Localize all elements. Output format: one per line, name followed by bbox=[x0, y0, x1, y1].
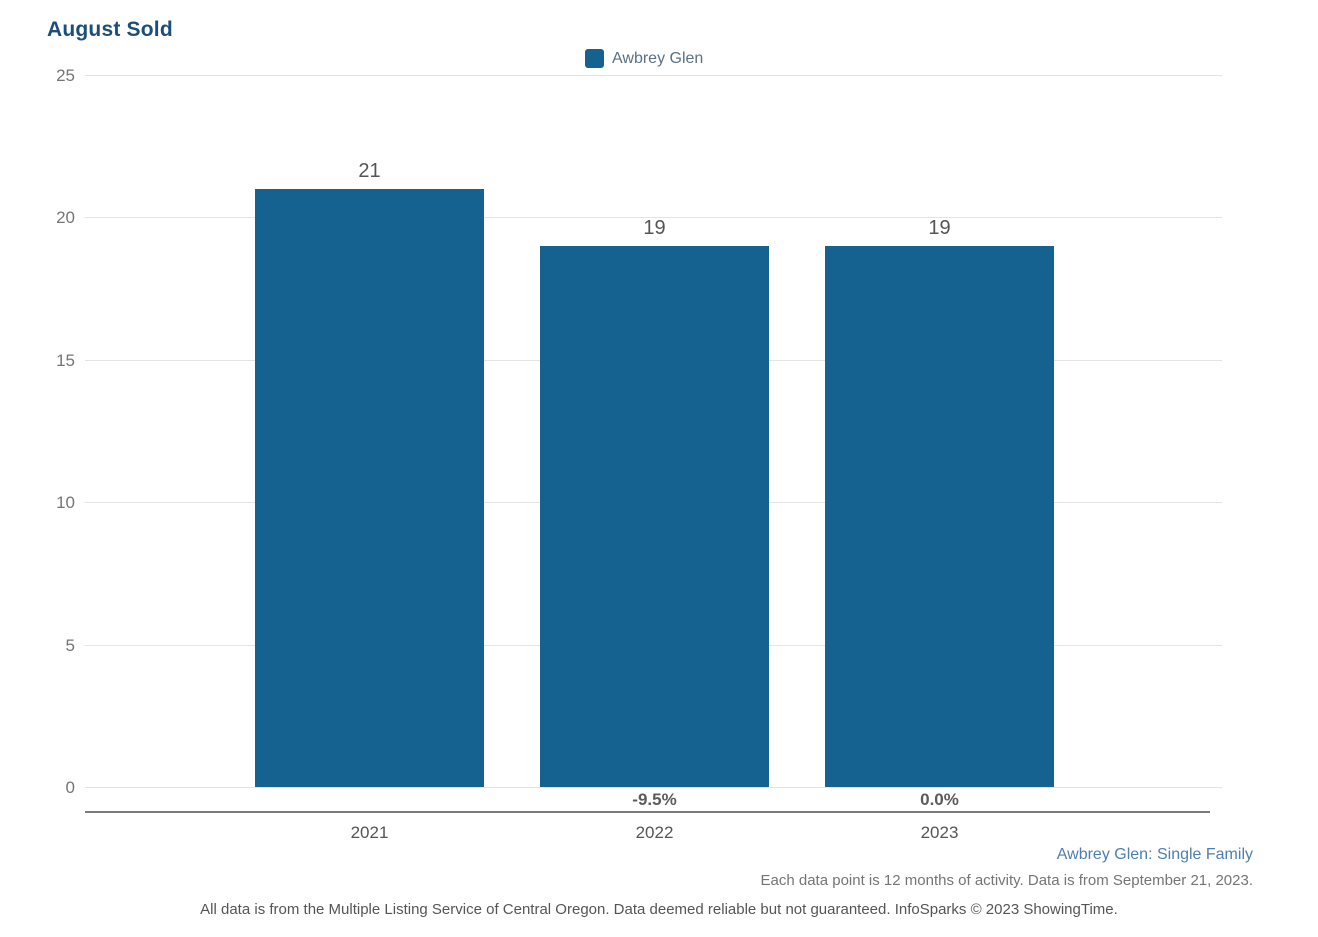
y-axis-tick-label: 10 bbox=[56, 493, 75, 513]
bar-value-label-2022: 19 bbox=[643, 216, 666, 239]
disclaimer-note: All data is from the Multiple Listing Se… bbox=[200, 901, 1118, 918]
series-note: Awbrey Glen: Single Family bbox=[1056, 846, 1253, 863]
gridline-y-20 bbox=[85, 217, 1222, 219]
legend-label: Awbrey Glen bbox=[612, 49, 704, 67]
x-axis-label-2021: 2021 bbox=[350, 823, 389, 842]
gridline-y-0 bbox=[85, 787, 1222, 788]
bar-value-label-2023: 19 bbox=[928, 216, 951, 239]
y-axis-tick-label: 15 bbox=[56, 350, 75, 370]
chart-title: August Sold bbox=[47, 18, 173, 41]
bar-2023 bbox=[825, 245, 1054, 787]
y-axis-tick-label: 0 bbox=[65, 778, 75, 797]
y-axis-tick-label: 20 bbox=[56, 208, 75, 228]
bar-2022 bbox=[540, 245, 769, 787]
x-axis-label-2022: 2022 bbox=[635, 823, 674, 842]
x-axis-line bbox=[85, 811, 1210, 813]
gridline-y-25 bbox=[85, 75, 1222, 76]
chart-legend: Awbrey Glen bbox=[585, 49, 703, 68]
pct-change-label-2023: 0.0% bbox=[920, 790, 959, 809]
bar-value-label-2021: 21 bbox=[358, 159, 381, 182]
pct-change-label-2022: -9.5% bbox=[632, 790, 677, 809]
data-note: Each data point is 12 months of activity… bbox=[760, 872, 1253, 889]
y-axis-tick-label: 5 bbox=[65, 635, 75, 655]
legend-swatch-icon bbox=[585, 49, 604, 68]
bar-2021 bbox=[255, 188, 484, 787]
y-axis-tick-label: 25 bbox=[56, 66, 75, 85]
x-axis-label-2023: 2023 bbox=[920, 823, 959, 842]
